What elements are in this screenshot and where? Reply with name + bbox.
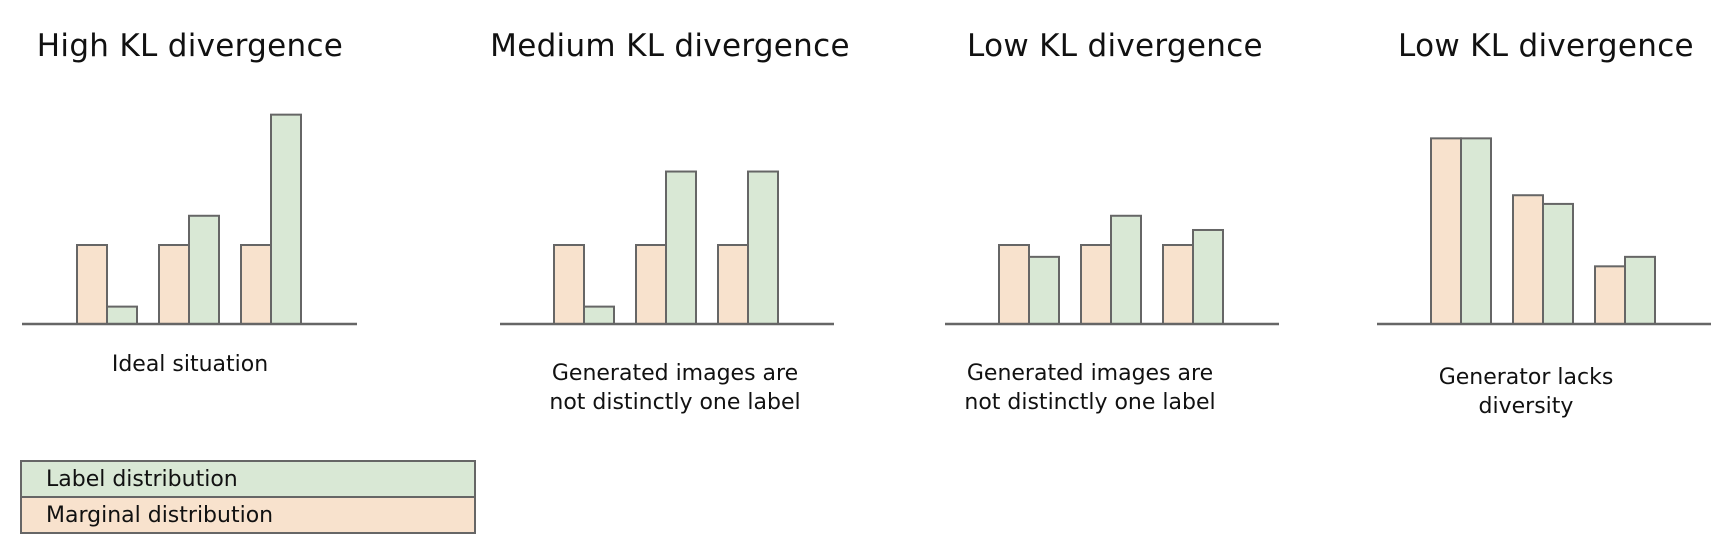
label-bar [106, 305, 138, 325]
panel-title: High KL divergence [36, 28, 344, 64]
panel-caption: Ideal situation [111, 352, 269, 377]
panel-title: Low KL divergence [1398, 28, 1694, 64]
label-bar [1110, 214, 1142, 326]
legend-item-marginal-distribution: Marginal distribution [20, 496, 476, 534]
marginal-bar [1512, 194, 1544, 325]
panel-caption: Generated images are not distinctly one … [549, 361, 801, 415]
label-bar [583, 305, 615, 325]
bar-chart [22, 113, 357, 326]
marginal-bar [553, 244, 585, 325]
legend-label: Label distribution [46, 467, 238, 492]
marginal-bar [158, 244, 190, 325]
marginal-bar [998, 244, 1030, 325]
marginal-bar [1080, 244, 1112, 325]
panel-title: Medium KL divergence [490, 28, 850, 64]
marginal-bar [240, 244, 272, 325]
marginal-bar [635, 244, 667, 325]
panel-high-kl: High KL divergence Ideal situation [0, 0, 380, 556]
panel-caption: Generator lacks diversity [1438, 365, 1614, 419]
label-bar [188, 214, 220, 326]
label-bar [270, 113, 302, 326]
label-bar [747, 170, 779, 325]
legend-item-label-distribution: Label distribution [20, 460, 476, 498]
label-bar [1624, 255, 1656, 326]
panel-low-kl-1: Low KL divergence Generated images are n… [925, 0, 1305, 556]
label-bar [665, 170, 697, 325]
marginal-bar [76, 244, 108, 325]
bar-chart [500, 170, 834, 326]
label-bar [1542, 202, 1574, 325]
panel-caption: Generated images are not distinctly one … [964, 361, 1216, 415]
panel-low-kl-2: Low KL divergence Generator lacks divers… [1356, 0, 1736, 556]
marginal-bar [1594, 265, 1626, 325]
label-bar [1192, 228, 1224, 326]
panel-title: Low KL divergence [967, 28, 1263, 64]
marginal-bar [1162, 244, 1194, 325]
bar-chart [1377, 137, 1711, 326]
panel-medium-kl: Medium KL divergence Generated images ar… [480, 0, 860, 556]
marginal-bar [717, 244, 749, 325]
bar-chart [945, 214, 1279, 326]
label-bar [1028, 255, 1060, 326]
label-bar [1460, 137, 1492, 325]
marginal-bar [1430, 137, 1462, 325]
legend-label: Marginal distribution [46, 503, 274, 528]
